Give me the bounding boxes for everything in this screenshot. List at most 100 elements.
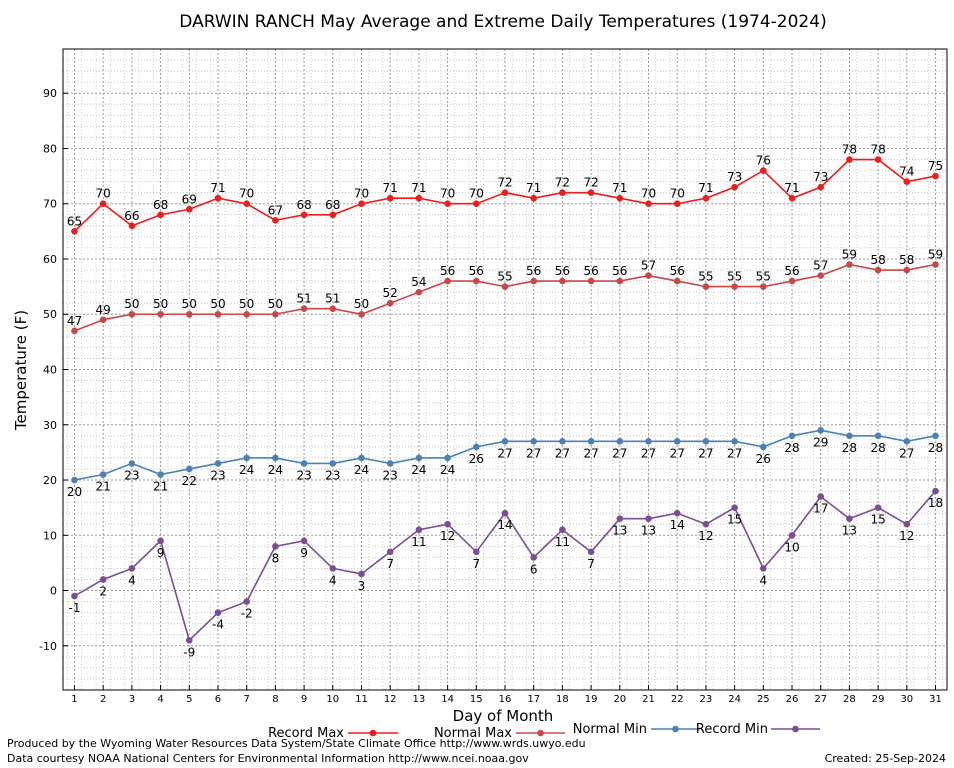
data-label: 56 — [526, 264, 541, 278]
y-tick-label: 90 — [43, 87, 57, 100]
x-tick-label: 10 — [326, 694, 339, 705]
data-label: 71 — [526, 181, 541, 195]
data-point — [185, 310, 193, 318]
data-point — [386, 460, 394, 467]
data-point — [932, 432, 939, 440]
data-label: 71 — [698, 181, 713, 195]
data-label: 55 — [497, 270, 512, 284]
data-point — [903, 178, 911, 185]
data-point — [932, 261, 939, 268]
data-label: 69 — [182, 192, 197, 206]
data-point — [99, 471, 107, 478]
x-tick-label: 1 — [71, 694, 77, 705]
x-tick-label: 16 — [499, 694, 512, 705]
data-point — [99, 200, 107, 208]
y-tick-label: 70 — [43, 198, 57, 211]
data-point — [243, 454, 250, 462]
data-label: 21 — [96, 479, 111, 493]
data-point — [731, 283, 738, 290]
data-label: 27 — [526, 446, 541, 460]
y-tick-label: 0 — [50, 585, 57, 598]
legend-swatch-marker — [537, 729, 544, 737]
data-label: 71 — [612, 181, 627, 195]
data-label: 50 — [124, 297, 139, 311]
data-label: 72 — [497, 176, 512, 190]
data-label: 23 — [325, 468, 340, 482]
data-point — [645, 438, 652, 445]
x-tick-label: 22 — [671, 694, 684, 705]
data-point — [760, 283, 767, 290]
series-record-max: 65 70 66 68 69 71 70 67 68 68 70 71 71 70 70 72 71 72 72 71… — [67, 143, 943, 235]
data-label: 59 — [842, 248, 857, 262]
data-point — [760, 443, 767, 451]
data-point — [329, 460, 337, 467]
data-point — [846, 156, 853, 163]
data-label: 24 — [268, 463, 283, 477]
x-tick-label: 6 — [215, 694, 221, 705]
data-point — [903, 520, 911, 528]
data-point — [185, 205, 193, 213]
data-label: 24 — [239, 463, 254, 477]
data-label: 3 — [358, 579, 366, 593]
data-point — [214, 609, 222, 616]
data-label: 28 — [784, 441, 799, 455]
data-point — [71, 592, 78, 600]
data-label: 75 — [928, 159, 943, 173]
data-label: 27 — [641, 446, 656, 460]
data-point — [157, 471, 164, 478]
data-point — [874, 266, 882, 274]
y-tick-label: 40 — [43, 364, 57, 377]
data-point — [616, 194, 624, 202]
data-point — [358, 200, 365, 208]
data-label: 28 — [842, 441, 857, 455]
data-label: 51 — [325, 292, 340, 306]
y-tick-label: 50 — [43, 308, 57, 321]
data-label: 72 — [555, 176, 570, 190]
data-label: 71 — [784, 181, 799, 195]
data-point — [788, 194, 796, 202]
x-tick-label: 23 — [700, 694, 713, 705]
data-point — [272, 217, 279, 224]
data-label: 78 — [842, 143, 857, 157]
data-point — [760, 167, 767, 174]
data-point — [444, 200, 451, 208]
data-point — [99, 316, 107, 324]
x-tick-label: 4 — [157, 694, 163, 705]
data-label: 59 — [928, 248, 943, 262]
data-point — [128, 460, 136, 467]
x-tick-label: 30 — [900, 694, 913, 705]
data-label: 23 — [383, 468, 398, 482]
y-axis: -10 0 10 20 30 40 50 60 70 80 90 — [39, 87, 68, 653]
data-point — [673, 509, 681, 517]
data-point — [415, 194, 423, 202]
data-point — [214, 194, 222, 202]
data-label: 68 — [296, 198, 311, 212]
data-label: 13 — [842, 524, 857, 538]
data-label: 66 — [124, 209, 139, 223]
data-point — [300, 305, 308, 313]
data-label: 23 — [210, 468, 225, 482]
data-label: 22 — [182, 474, 197, 488]
data-label: 49 — [96, 303, 111, 317]
data-point — [185, 636, 193, 644]
data-point — [99, 576, 107, 583]
data-point — [358, 454, 365, 462]
data-label: 24 — [354, 463, 369, 477]
data-point — [272, 310, 279, 318]
data-label: 70 — [354, 187, 369, 201]
data-point — [386, 194, 394, 202]
data-label: 50 — [153, 297, 168, 311]
data-label: 28 — [928, 441, 943, 455]
created-date: Created: 25-Sep-2024 — [824, 752, 946, 765]
legend-label: Record Max — [268, 726, 344, 741]
data-label: 58 — [870, 253, 885, 267]
x-tick-label: 11 — [355, 694, 368, 705]
data-point — [645, 515, 652, 522]
data-point — [616, 515, 624, 522]
data-label: 4 — [759, 573, 767, 587]
data-label: 27 — [497, 446, 512, 460]
data-label: 9 — [300, 546, 308, 560]
x-tick-label: 28 — [843, 694, 856, 705]
credit-line-2: Data courtesy NOAA National Centers for … — [7, 752, 529, 765]
